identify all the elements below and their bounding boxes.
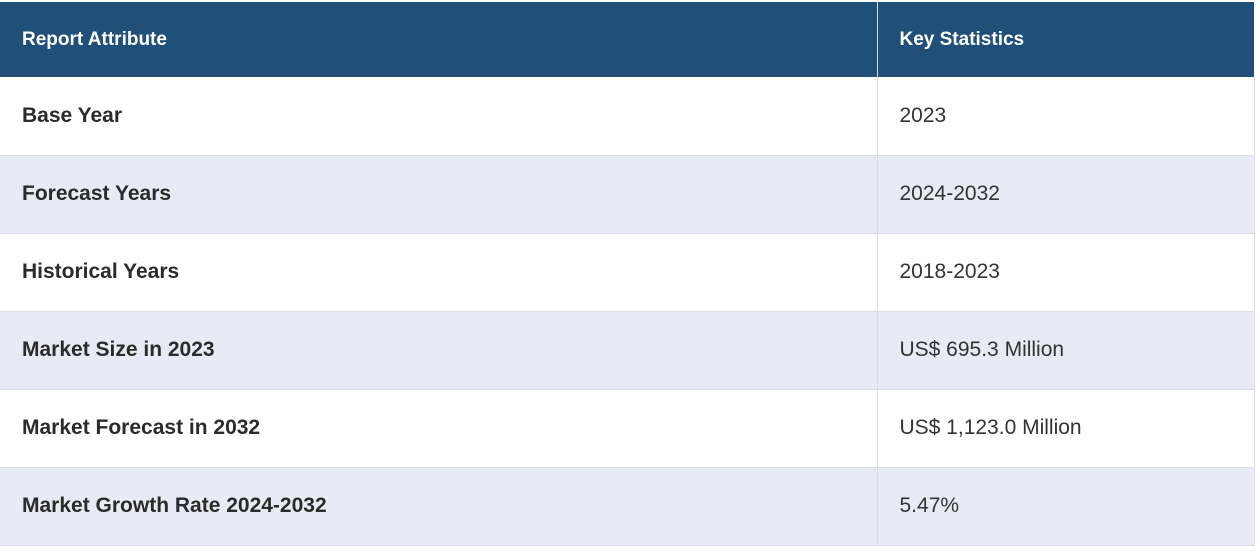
statistic-cell: 5.47% bbox=[876, 467, 1255, 546]
table-row: Market Forecast in 2032 US$ 1,123.0 Milli… bbox=[0, 389, 1255, 468]
attribute-cell: Base Year bbox=[0, 77, 877, 156]
statistic-cell: 2018-2023 bbox=[876, 233, 1255, 312]
table-row: Historical Years 2018-2023 bbox=[0, 233, 1255, 312]
header-row: Report Attribute Key Statistics bbox=[0, 2, 1254, 77]
header-cell: Report Attribute bbox=[0, 2, 877, 77]
statistic-cell: US$ 1,123.0 Million bbox=[876, 389, 1255, 468]
table-row: Market Size in 2023 US$ 695.3 Million bbox=[0, 311, 1255, 390]
table-body: Base Year 2023 Forecast Years 2024-2032 Hist… bbox=[0, 77, 1255, 546]
statistic-cell: 2023 bbox=[876, 77, 1255, 156]
attribute-cell: Market Growth Rate 2024-2032 bbox=[0, 467, 877, 546]
table-row: Base Year 2023 bbox=[0, 77, 1255, 156]
attribute-cell: Market Forecast in 2032 bbox=[0, 389, 877, 468]
statistic-cell: 2024-2032 bbox=[876, 155, 1255, 234]
table-row: Forecast Years 2024-2032 bbox=[0, 155, 1255, 234]
attribute-cell: Historical Years bbox=[0, 233, 877, 312]
table-row: Market Growth Rate 2024-2032 5.47% bbox=[0, 467, 1255, 546]
stats-table: Report Attribute Key Statistics Base Yea… bbox=[0, 2, 1255, 546]
table-header: Report Attribute Key Statistics bbox=[0, 2, 1254, 77]
statistic-cell: US$ 695.3 Million bbox=[876, 311, 1255, 390]
attribute-cell: Market Size in 2023 bbox=[0, 311, 877, 390]
attribute-cell: Forecast Years bbox=[0, 155, 877, 234]
header-cell: Key Statistics bbox=[876, 2, 1254, 77]
